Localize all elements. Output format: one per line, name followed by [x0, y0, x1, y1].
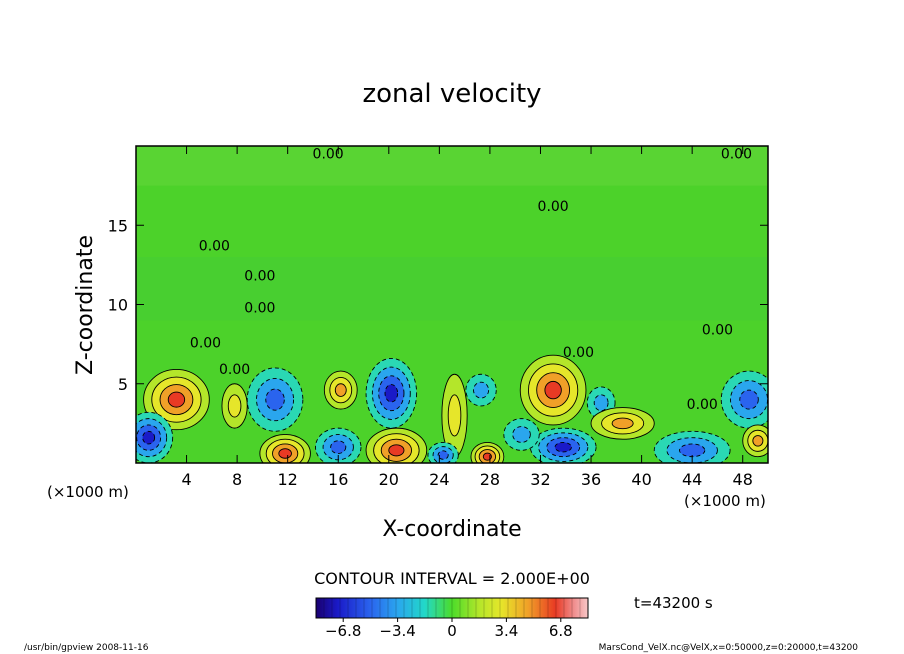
contour-label-10: 0.00: [702, 323, 733, 339]
x-tick-label-40: 40: [631, 470, 651, 489]
velocity-contour-9-2: [447, 394, 462, 437]
upper-layer-band: [136, 146, 768, 186]
y-tick-label-10: 10: [108, 296, 128, 315]
velocity-contour-10-2: [473, 381, 490, 399]
velocity-cell-12: [427, 441, 459, 463]
colorbar-tick-label-5: 6.8: [549, 622, 573, 640]
y-tick-label-15: 15: [108, 216, 128, 235]
y-tick-label-5: 5: [118, 375, 128, 394]
velocity-cell-19: [742, 424, 768, 458]
velocity-contour-17-3: [679, 443, 706, 458]
velocity-cell-9: [441, 373, 468, 458]
velocity-contour-19-3: [752, 435, 764, 447]
velocity-cell-2: [136, 411, 174, 463]
chart-title: zonal velocity: [362, 79, 541, 109]
velocity-contour-21-2: [512, 426, 531, 443]
velocity-cell-10: [465, 373, 497, 407]
y-axis-ticks: 5 10 15: [108, 216, 768, 394]
contour-interval-label: CONTOUR INTERVAL = 2.000E+00: [314, 569, 590, 588]
colorbar-tick-label-2: −3.4: [379, 622, 415, 640]
velocity-contour-4-4: [278, 448, 292, 459]
x-tick-label-20: 20: [379, 470, 399, 489]
velocity-cell-4: [259, 434, 311, 463]
velocity-cell-20: [221, 383, 248, 429]
x-axis-label: X-coordinate: [382, 517, 521, 542]
footer-left: /usr/bin/gpview 2008-11-16: [24, 643, 149, 653]
velocity-field: [136, 146, 768, 463]
time-label: t=43200 s: [634, 594, 713, 612]
velocity-cell-7: [365, 357, 418, 429]
x-tick-label-24: 24: [429, 470, 449, 489]
colorbar-tick-label-4: 3.4: [494, 622, 518, 640]
velocity-cell-3: [246, 367, 304, 432]
velocity-contour-8-4: [388, 444, 405, 457]
contour-label-11: 0.00: [687, 397, 718, 413]
colorbar-stripes: [323, 598, 581, 618]
middle-layer-band: [136, 256, 768, 321]
y-axis-label: Z-coordinate: [73, 235, 98, 375]
velocity-cell-21: [503, 418, 540, 451]
velocity-cell-14: [529, 427, 597, 463]
x-tick-label-32: 32: [530, 470, 550, 489]
x-tick-label-12: 12: [278, 470, 298, 489]
velocity-contour-2-4: [142, 430, 156, 445]
contour-label-9: 0.00: [563, 345, 594, 361]
x-tick-label-36: 36: [581, 470, 601, 489]
x-tick-label-48: 48: [733, 470, 753, 489]
velocity-cell-13: [519, 354, 587, 426]
velocity-contour-14-4: [554, 441, 572, 453]
x-tick-label-16: 16: [328, 470, 348, 489]
contour-label-1: 0.00: [313, 147, 344, 163]
contour-label-2: 0.00: [721, 147, 752, 163]
velocity-cell-16: [590, 407, 655, 440]
velocity-cell-6: [315, 427, 362, 463]
velocity-contour-1-4: [167, 391, 186, 408]
velocity-contour-15-2: [593, 394, 609, 412]
velocity-cell-11: [470, 441, 505, 463]
contour-label-8: 0.00: [219, 362, 250, 378]
x-axis-ticks: 4 8 12 16 20 24 28 32 36 40 44 48: [181, 146, 753, 489]
velocity-contour-7-4: [384, 384, 399, 403]
contour-label-3: 0.00: [538, 199, 569, 215]
velocity-contour-16-3: [611, 417, 634, 430]
contour-label-7: 0.00: [190, 335, 221, 351]
velocity-contour-13-4: [544, 380, 562, 400]
x-unit-label-right: (×1000 m): [684, 492, 766, 510]
footer-right: MarsCond_VelX.nc@VelX,x=0:50000,z=0:2000…: [599, 643, 859, 653]
velocity-contour-3-3: [265, 388, 285, 411]
x-tick-label-4: 4: [181, 470, 191, 489]
contour-label-5: 0.00: [244, 269, 275, 285]
x-tick-label-8: 8: [232, 470, 242, 489]
velocity-contour-12-3: [437, 450, 449, 460]
velocity-contour-5-3: [334, 383, 347, 397]
x-tick-label-44: 44: [682, 470, 702, 489]
x-tick-label-28: 28: [480, 470, 500, 489]
velocity-cell-5: [323, 370, 358, 410]
velocity-contour-20-2: [227, 394, 242, 418]
plot-area: 0.00 0.00 0.00 0.00 0.00 0.00 0.00 0.00 0.00 0.00…: [135, 145, 769, 464]
colorbar: −6.8 −3.4 0 3.4 6.8: [315, 597, 589, 640]
colorbar-tick-label-3: 0: [447, 622, 457, 640]
velocity-cell-1: [143, 369, 210, 431]
contour-labels: 0.00 0.00 0.00 0.00 0.00 0.00 0.00 0.00 0.00 0.00…: [190, 147, 752, 413]
contour-label-4: 0.00: [199, 239, 230, 255]
velocity-contour-18-3: [739, 389, 759, 410]
velocity-cell-17: [653, 430, 731, 463]
velocity-contour-6-3: [330, 440, 347, 454]
velocity-cell-8: [365, 427, 428, 463]
x-unit-label-left: (×1000 m): [47, 483, 129, 501]
colorbar-tick-label-1: −6.8: [325, 622, 361, 640]
contour-label-6: 0.00: [244, 300, 275, 316]
colorbar-ticks: −6.8 −3.4 0 3.4 6.8: [325, 618, 573, 640]
